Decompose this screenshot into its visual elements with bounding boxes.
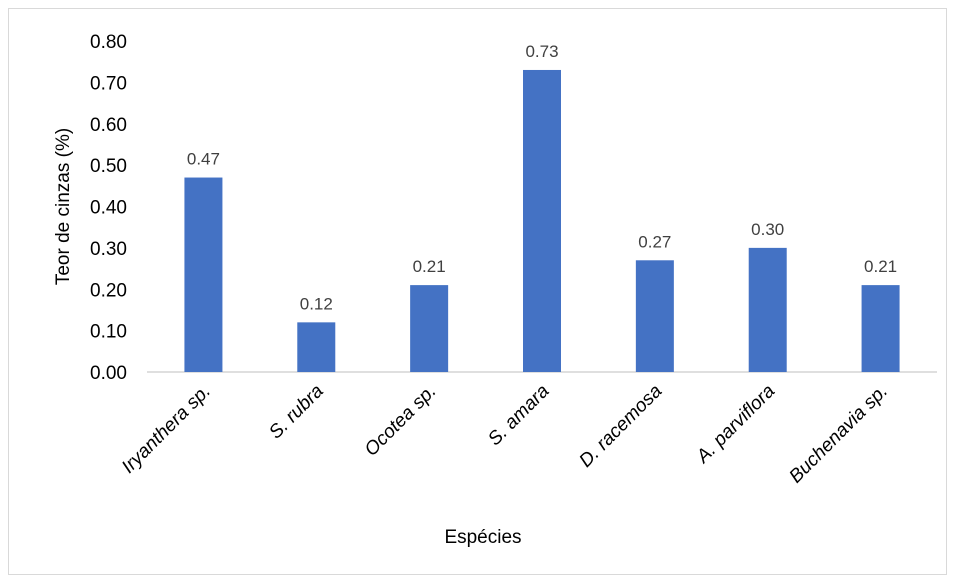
y-tick-label: 0.10	[90, 322, 127, 343]
data-label: 0.21	[413, 257, 446, 276]
bar	[635, 260, 674, 372]
data-labels: 0.47 0.12 0.21 0.73 0.27 0.30 0.21	[187, 42, 897, 313]
x-tick-label: S. amara	[484, 381, 553, 450]
bar	[184, 177, 223, 372]
x-tick-label: A. parviflora	[692, 381, 779, 468]
data-label: 0.73	[525, 42, 558, 61]
bars	[184, 69, 900, 373]
y-tick-label: 0.30	[90, 239, 127, 260]
y-tick-label: 0.20	[90, 280, 127, 301]
chart-frame	[8, 8, 947, 575]
x-tick-label: D. racemosa	[575, 381, 666, 472]
y-tick-label: 0.40	[90, 198, 127, 219]
data-label: 0.30	[751, 220, 784, 239]
y-tick-label: 0.60	[90, 115, 127, 136]
data-label: 0.27	[638, 232, 671, 251]
y-axis-ticks: 0.00 0.10 0.20 0.30 0.40 0.50 0.60 0.70 0.80	[90, 32, 127, 384]
data-label: 0.21	[864, 257, 897, 276]
bar	[297, 322, 336, 372]
y-tick-label: 0.80	[90, 32, 127, 53]
x-tick-label: Buchenavia sp.	[785, 381, 892, 488]
x-axis-ticks: Iryanthera sp. S. rubra Ocotea sp. S. amara…	[118, 381, 892, 488]
x-tick-label: Ocotea sp.	[361, 381, 441, 461]
x-tick-label: Iryanthera sp.	[118, 381, 215, 478]
y-tick-label: 0.70	[90, 73, 127, 94]
bar	[410, 285, 449, 372]
y-tick-label: 0.50	[90, 156, 127, 177]
x-tick-label: S. rubra	[265, 381, 328, 444]
bar	[861, 285, 900, 372]
x-axis-title: Espécies	[444, 527, 521, 548]
data-label: 0.12	[300, 294, 333, 313]
data-label: 0.47	[187, 150, 220, 169]
bar	[523, 69, 561, 373]
y-tick-label: 0.00	[90, 363, 127, 384]
y-axis-title: Teor de cinzas (%)	[53, 128, 74, 285]
bar	[748, 247, 787, 372]
